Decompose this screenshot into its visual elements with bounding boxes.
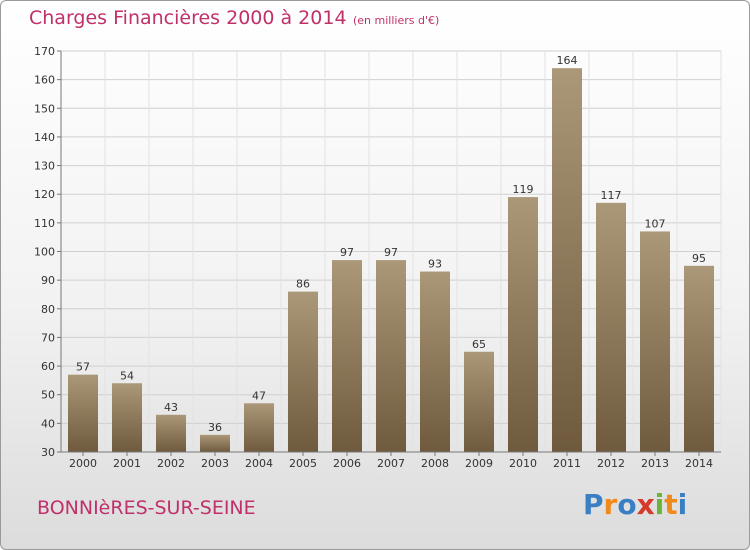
bar[interactable]	[68, 374, 98, 452]
y-tick-label: 160	[34, 74, 55, 87]
y-tick-label: 100	[34, 246, 55, 259]
bar[interactable]	[420, 271, 450, 452]
proxiti-logo[interactable]: Proxiti	[583, 488, 687, 521]
x-tick-label: 2001	[113, 457, 141, 470]
y-tick-label: 40	[41, 417, 55, 430]
x-tick-label: 2010	[509, 457, 537, 470]
x-tick-label: 2012	[597, 457, 625, 470]
x-tick-label: 2006	[333, 457, 361, 470]
logo-letter: t	[664, 488, 678, 521]
data-label: 107	[645, 217, 666, 230]
y-tick-label: 80	[41, 303, 55, 316]
data-label: 54	[120, 369, 134, 382]
bar[interactable]	[244, 403, 274, 452]
data-label: 65	[472, 338, 486, 351]
x-tick-label: 2002	[157, 457, 185, 470]
logo-letter: r	[603, 488, 618, 521]
data-label: 119	[513, 183, 534, 196]
logo-letter: P	[583, 488, 604, 521]
x-tick-label: 2005	[289, 457, 317, 470]
bar[interactable]	[640, 231, 670, 452]
y-tick-label: 150	[34, 102, 55, 115]
chart-title: Charges Financières 2000 à 2014	[29, 7, 347, 29]
x-tick-label: 2008	[421, 457, 449, 470]
data-label: 47	[252, 389, 266, 402]
data-label: 43	[164, 401, 178, 414]
y-tick-label: 110	[34, 217, 55, 230]
bar[interactable]	[200, 434, 230, 452]
y-tick-label: 90	[41, 274, 55, 287]
data-label: 57	[76, 361, 90, 374]
logo-letter: o	[617, 488, 637, 521]
bar[interactable]	[376, 260, 406, 452]
x-tick-label: 2014	[685, 457, 713, 470]
y-tick-label: 140	[34, 131, 55, 144]
commune-name: BONNIèRES-SUR-SEINE	[37, 497, 256, 519]
bar[interactable]	[288, 291, 318, 452]
logo-letter: i	[654, 488, 665, 521]
bar[interactable]	[684, 265, 714, 452]
data-label: 97	[384, 246, 398, 259]
y-tick-label: 70	[41, 331, 55, 344]
x-tick-label: 2007	[377, 457, 405, 470]
y-tick-label: 130	[34, 160, 55, 173]
bar[interactable]	[112, 383, 142, 452]
data-label: 93	[428, 258, 442, 271]
chart-subtitle: (en milliers d'€)	[353, 14, 440, 27]
data-label: 164	[557, 54, 578, 67]
x-tick-label: 2003	[201, 457, 229, 470]
y-tick-label: 30	[41, 446, 55, 459]
bar[interactable]	[552, 68, 582, 452]
x-tick-label: 2004	[245, 457, 273, 470]
logo-letter: x	[636, 488, 655, 521]
logo-letter: i	[677, 488, 688, 521]
data-label: 117	[601, 189, 622, 202]
y-tick-label: 60	[41, 360, 55, 373]
bar[interactable]	[156, 414, 186, 452]
x-tick-label: 2013	[641, 457, 669, 470]
y-tick-label: 120	[34, 188, 55, 201]
data-label: 36	[208, 421, 222, 434]
data-label: 95	[692, 252, 706, 265]
y-tick-label: 170	[34, 45, 55, 58]
data-label: 86	[296, 278, 310, 291]
y-tick-label: 50	[41, 389, 55, 402]
x-tick-label: 2009	[465, 457, 493, 470]
bar[interactable]	[464, 351, 494, 452]
data-label: 97	[340, 246, 354, 259]
bar[interactable]	[508, 197, 538, 452]
bar[interactable]	[596, 202, 626, 452]
x-tick-label: 2011	[553, 457, 581, 470]
x-tick-label: 2000	[69, 457, 97, 470]
bar[interactable]	[332, 260, 362, 452]
